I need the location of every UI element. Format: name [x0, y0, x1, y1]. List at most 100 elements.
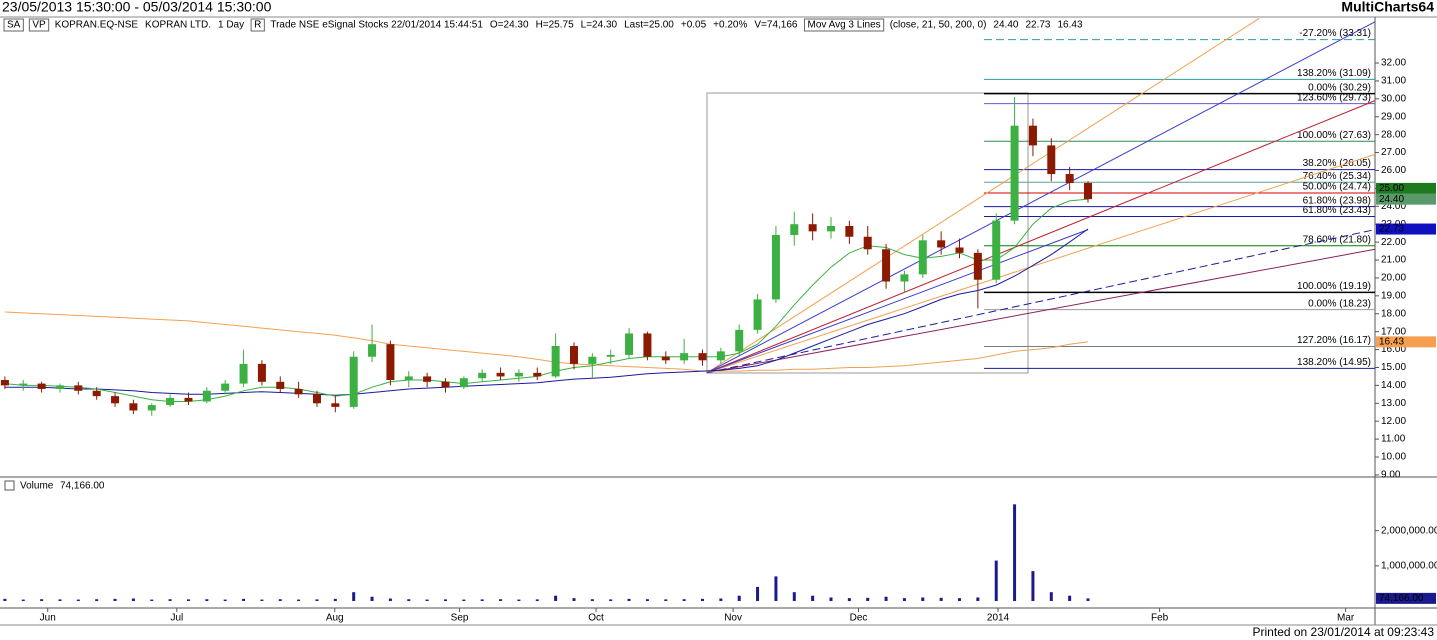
candle-body: [166, 397, 175, 406]
volume-bar: [737, 595, 741, 601]
y-tick-label: 24.00: [1381, 201, 1406, 212]
toolbar-item: KOPRAN LTD.: [145, 20, 211, 31]
toolbar-item: V=74,166: [754, 20, 798, 31]
y-tick-label: 17.00: [1381, 326, 1406, 337]
candle-body: [533, 372, 542, 377]
volume-bar: [645, 599, 649, 601]
candle-body: [349, 356, 358, 407]
price-marker-label: 24.40: [1379, 194, 1404, 205]
volume-bar: [388, 598, 392, 601]
candle-body: [441, 381, 450, 388]
candle-body: [937, 240, 946, 248]
candle-body: [0, 380, 9, 386]
candle-body: [771, 234, 780, 300]
candle-body: [404, 376, 413, 381]
candle-body: [423, 376, 432, 382]
toolbar-box: [803, 18, 885, 32]
volume-bar: [1013, 504, 1017, 601]
moving-average: [4, 198, 1089, 402]
candle-body: [514, 372, 523, 377]
candle-body: [661, 356, 670, 361]
candle-body: [478, 372, 487, 379]
volume-bar: [223, 599, 227, 601]
candle-body: [882, 249, 891, 282]
volume-tick-label: 2,000,000.00: [1381, 525, 1437, 536]
candle-body: [1047, 145, 1056, 175]
candle-body: [129, 403, 138, 411]
volume-bar: [994, 560, 998, 601]
volume-bar: [186, 599, 190, 601]
trendline: [706, 21, 1376, 374]
toolbar-item: KOPRAN.EQ-NSE: [55, 20, 139, 31]
candle-body: [973, 252, 982, 280]
fib-label: 100.00% (19.19): [1297, 281, 1371, 292]
candle-body: [294, 388, 303, 395]
toolbar-box: [3, 18, 24, 32]
volume-bar: [902, 598, 906, 601]
volume-bar: [847, 598, 851, 601]
footer: Printed on 23/01/2014 at 09:23:43: [1253, 625, 1435, 639]
price-marker: [1376, 223, 1436, 235]
toolbar-box: [250, 18, 265, 32]
candle-body: [918, 240, 927, 275]
volume-marker: [1376, 592, 1436, 604]
volume-bar: [76, 599, 80, 601]
candle-body: [92, 390, 101, 397]
candle-body: [19, 383, 28, 386]
candle-body: [955, 247, 964, 253]
x-tick-label: Jul: [170, 613, 183, 624]
candle-body: [808, 224, 817, 232]
volume-bar: [21, 599, 25, 601]
volume-bar: [333, 598, 337, 601]
volume-bar: [205, 599, 209, 601]
x-tick-label: Feb: [1151, 613, 1169, 624]
volume-tick-label: 1,000,000.00: [1381, 560, 1437, 571]
volume-bar: [829, 597, 833, 601]
volume-bar: [407, 599, 411, 601]
volume-bar: [884, 596, 888, 601]
volume-bar: [480, 599, 484, 601]
candle-body: [331, 403, 340, 407]
volume-bar: [866, 597, 870, 601]
y-tick-label: 20.00: [1381, 273, 1406, 284]
volume-bar: [462, 599, 466, 601]
volume-bar: [131, 598, 135, 601]
toolbar-item: (close, 21, 50, 200, 0): [890, 20, 987, 31]
candle-body: [312, 394, 321, 404]
fib-label: 0.00% (18.23): [1308, 298, 1371, 309]
x-tick-label: Sep: [451, 613, 469, 624]
y-tick-label: 28.00: [1381, 129, 1406, 140]
volume-bar: [1086, 598, 1090, 601]
candle-body: [863, 236, 872, 250]
y-tick-label: 27.00: [1381, 147, 1406, 158]
volume-bar: [554, 595, 558, 601]
toolbar-item: +0.05: [681, 20, 707, 31]
candle-body: [753, 299, 762, 330]
trendline: [706, 248, 1376, 374]
candle-body: [569, 345, 578, 364]
y-tick-label: 15.00: [1381, 362, 1406, 373]
candle-body: [588, 356, 597, 364]
toolbar-item: 22.73: [1025, 20, 1050, 31]
volume-bar: [58, 599, 62, 601]
x-tick-label: Nov: [724, 613, 742, 624]
volume-bar: [499, 599, 503, 601]
volume-bar: [278, 599, 282, 601]
y-tick-label: 16.00: [1381, 344, 1406, 355]
candle-body: [111, 396, 120, 404]
volume-marker-label: 74,166.00: [1379, 593, 1424, 604]
candle-body: [716, 351, 725, 361]
candle-body: [845, 225, 854, 237]
volume-bar: [443, 599, 447, 601]
app-name: MultiCharts64: [1341, 0, 1434, 15]
toolbar-item: H=25.75: [536, 20, 575, 31]
price-marker-label: 16.43: [1379, 337, 1404, 348]
candle-body: [1028, 125, 1037, 146]
candle-body: [184, 397, 193, 402]
volume-bar: [150, 599, 154, 601]
toolbar-box: [28, 18, 50, 32]
toolbar-item: L=24.30: [581, 20, 618, 31]
volume-bar: [921, 597, 925, 601]
toolbar-item: +0.20%: [713, 20, 747, 31]
